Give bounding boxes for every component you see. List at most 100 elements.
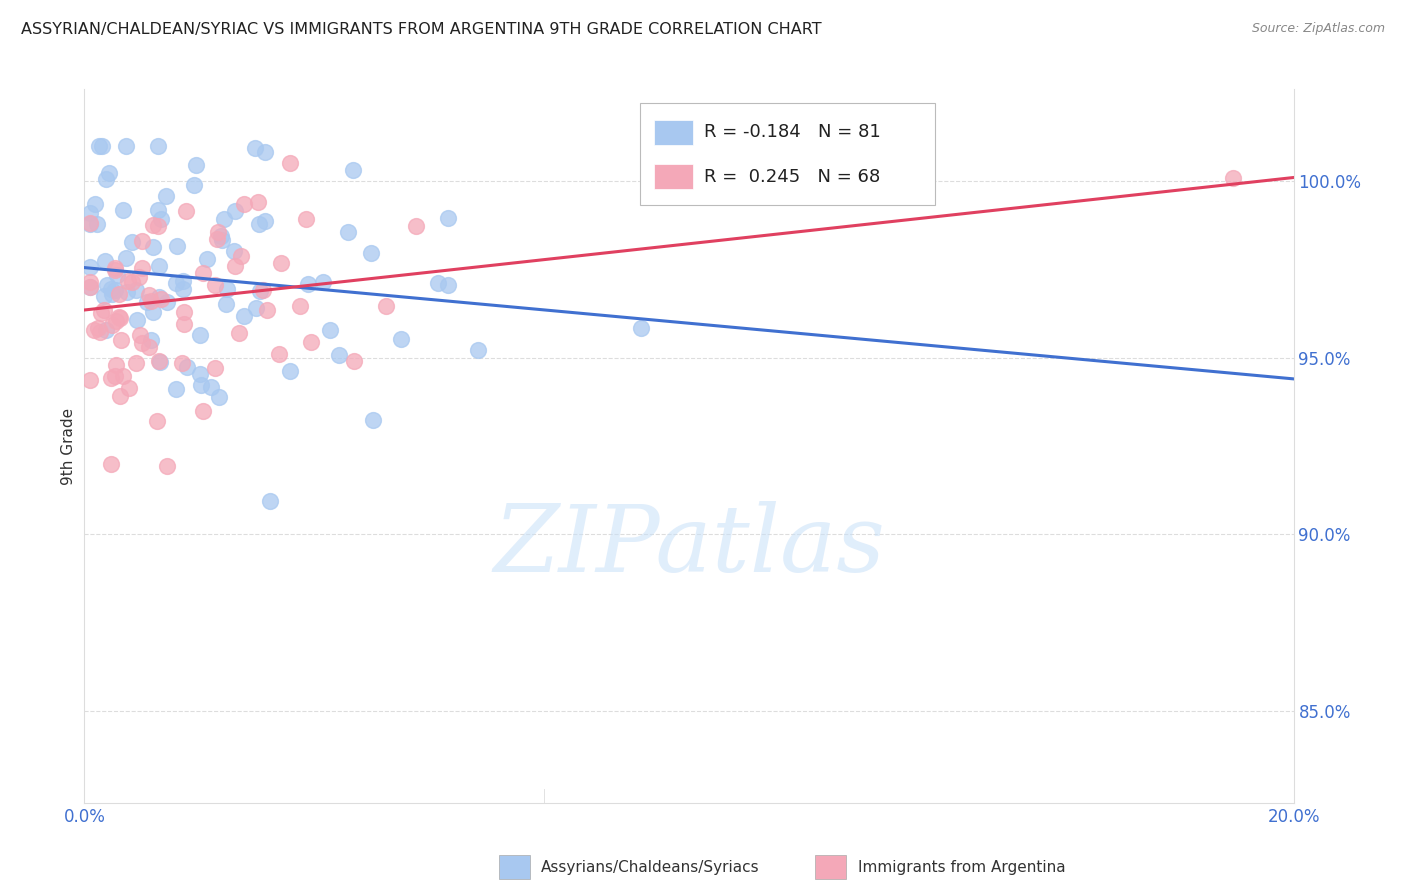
Point [361,413,384,427]
Point [195,252,218,267]
Point [136,295,159,310]
Point [118,381,141,395]
Point [110,333,132,347]
Point [114,251,136,265]
Point [146,202,169,217]
Point [149,292,172,306]
Point [467,343,489,358]
Point [111,202,134,217]
Point [375,299,398,313]
Point [79,280,101,294]
Point [131,260,153,275]
Point [79,275,101,289]
Point [224,259,246,273]
Point [437,278,460,293]
Point [186,158,208,172]
Point [207,225,229,239]
Point [319,323,342,337]
Point [228,326,250,341]
Point [86,217,108,231]
Point [200,380,222,394]
Point [96,278,118,293]
Point [108,286,131,301]
Point [208,390,231,404]
Point [86,321,108,335]
Point [232,310,254,324]
Point [114,138,136,153]
Point [188,367,211,381]
Point [243,141,266,155]
Point [148,354,170,368]
Point [215,282,238,296]
Point [104,358,127,372]
Point [96,323,118,337]
Point [125,284,148,298]
Point [297,277,319,291]
Point [125,356,148,370]
Point [211,233,233,247]
Point [146,138,169,153]
Point [295,211,318,226]
Point [215,297,238,311]
Text: Source: ZipAtlas.com: Source: ZipAtlas.com [1251,22,1385,36]
Text: Immigrants from Argentina: Immigrants from Argentina [858,860,1066,874]
Point [131,335,153,350]
Point [115,285,138,299]
Point [149,211,172,226]
Point [256,302,278,317]
Point [100,318,122,332]
Point [630,321,652,335]
Point [165,382,187,396]
Point [89,325,111,339]
Point [249,284,271,298]
Point [79,260,101,274]
Point [173,317,195,331]
Text: R = -0.184   N = 81: R = -0.184 N = 81 [704,123,882,141]
Point [83,323,105,337]
Point [172,356,194,370]
Point [105,268,128,283]
Point [246,194,269,209]
Point [104,261,127,276]
Point [204,277,226,292]
Point [108,310,131,325]
Point [214,211,236,226]
Point [104,263,127,277]
Point [148,290,170,304]
Point [233,197,256,211]
Point [142,218,165,232]
Point [247,217,270,231]
Text: ASSYRIAN/CHALDEAN/SYRIAC VS IMMIGRANTS FROM ARGENTINA 9TH GRADE CORRELATION CHAR: ASSYRIAN/CHALDEAN/SYRIAC VS IMMIGRANTS F… [21,22,821,37]
Point [252,283,274,297]
Point [91,138,114,153]
Point [259,494,281,508]
Point [172,274,194,288]
Point [209,229,232,244]
Point [436,211,458,226]
Point [142,240,165,254]
Point [245,301,267,315]
Point [94,253,117,268]
Point [149,355,172,369]
Point [100,282,122,296]
Point [156,459,179,474]
Point [79,373,101,387]
Point [104,369,127,384]
Point [405,219,427,234]
Point [166,239,188,253]
Point [183,178,205,193]
Point [155,189,177,203]
Point [299,335,322,350]
Point [174,203,197,218]
Point [108,389,131,403]
Point [98,166,121,180]
Point [165,277,187,291]
Point [79,216,101,230]
Text: R =  0.245   N = 68: R = 0.245 N = 68 [704,168,880,186]
Point [79,206,101,220]
Point [190,378,212,392]
Point [84,197,107,211]
Point [117,273,139,287]
Point [312,276,335,290]
Point [108,311,131,326]
